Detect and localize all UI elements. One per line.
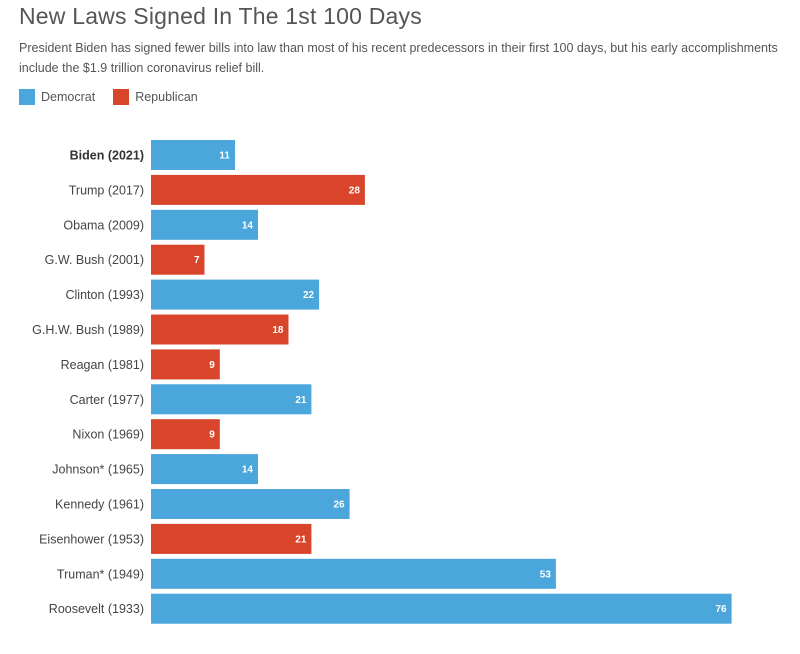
bar [151, 140, 235, 170]
bar [151, 523, 312, 554]
bar [151, 279, 320, 310]
chart-subtitle: President Biden has signed fewer bills i… [19, 41, 778, 75]
bar [151, 209, 258, 240]
bar [151, 558, 556, 589]
bar [151, 454, 258, 485]
value-label: 7 [194, 255, 200, 266]
category-label: Obama (2009) [63, 218, 144, 232]
bar [151, 174, 365, 205]
value-label: 26 [333, 500, 345, 511]
category-label: Nixon (1969) [72, 428, 144, 442]
bar [151, 593, 732, 624]
legend-swatch-democrat [19, 89, 35, 105]
bar [151, 244, 205, 275]
value-label: 53 [540, 569, 552, 580]
value-label: 76 [715, 604, 727, 615]
category-label: Eisenhower (1953) [39, 532, 144, 546]
value-label: 11 [219, 151, 230, 162]
value-label: 14 [242, 465, 254, 476]
category-label: Reagan (1981) [61, 358, 144, 372]
value-label: 18 [272, 325, 284, 336]
value-label: 21 [295, 534, 307, 545]
category-label: Carter (1977) [70, 393, 144, 407]
value-label: 28 [349, 185, 361, 196]
legend-label-democrat: Democrat [41, 90, 96, 104]
category-label: G.W. Bush (2001) [45, 253, 144, 267]
category-label: G.H.W. Bush (1989) [32, 323, 144, 337]
legend-item-republican: Republican [113, 89, 198, 105]
category-label: Biden (2021) [70, 149, 144, 163]
category-label: Clinton (1993) [65, 288, 144, 302]
category-label: Roosevelt (1933) [49, 602, 144, 616]
bar [151, 489, 350, 519]
category-label: Johnson* (1965) [52, 463, 144, 477]
value-label: 9 [209, 430, 215, 441]
category-label: Trump (2017) [69, 183, 144, 197]
value-label: 14 [242, 220, 254, 231]
value-label: 9 [209, 360, 215, 371]
legend: Democrat Republican [19, 89, 216, 105]
category-label: Kennedy (1961) [55, 498, 144, 512]
value-label: 22 [303, 290, 315, 301]
value-label: 21 [295, 395, 307, 406]
bar [151, 384, 312, 415]
bar [151, 419, 220, 450]
legend-item-democrat: Democrat [19, 89, 95, 105]
bar [151, 349, 220, 380]
bar [151, 314, 289, 345]
chart-title: New Laws Signed In The 1st 100 Days [19, 3, 422, 29]
legend-label-republican: Republican [135, 90, 198, 104]
category-label: Truman* (1949) [57, 567, 144, 581]
legend-swatch-republican [113, 89, 130, 105]
